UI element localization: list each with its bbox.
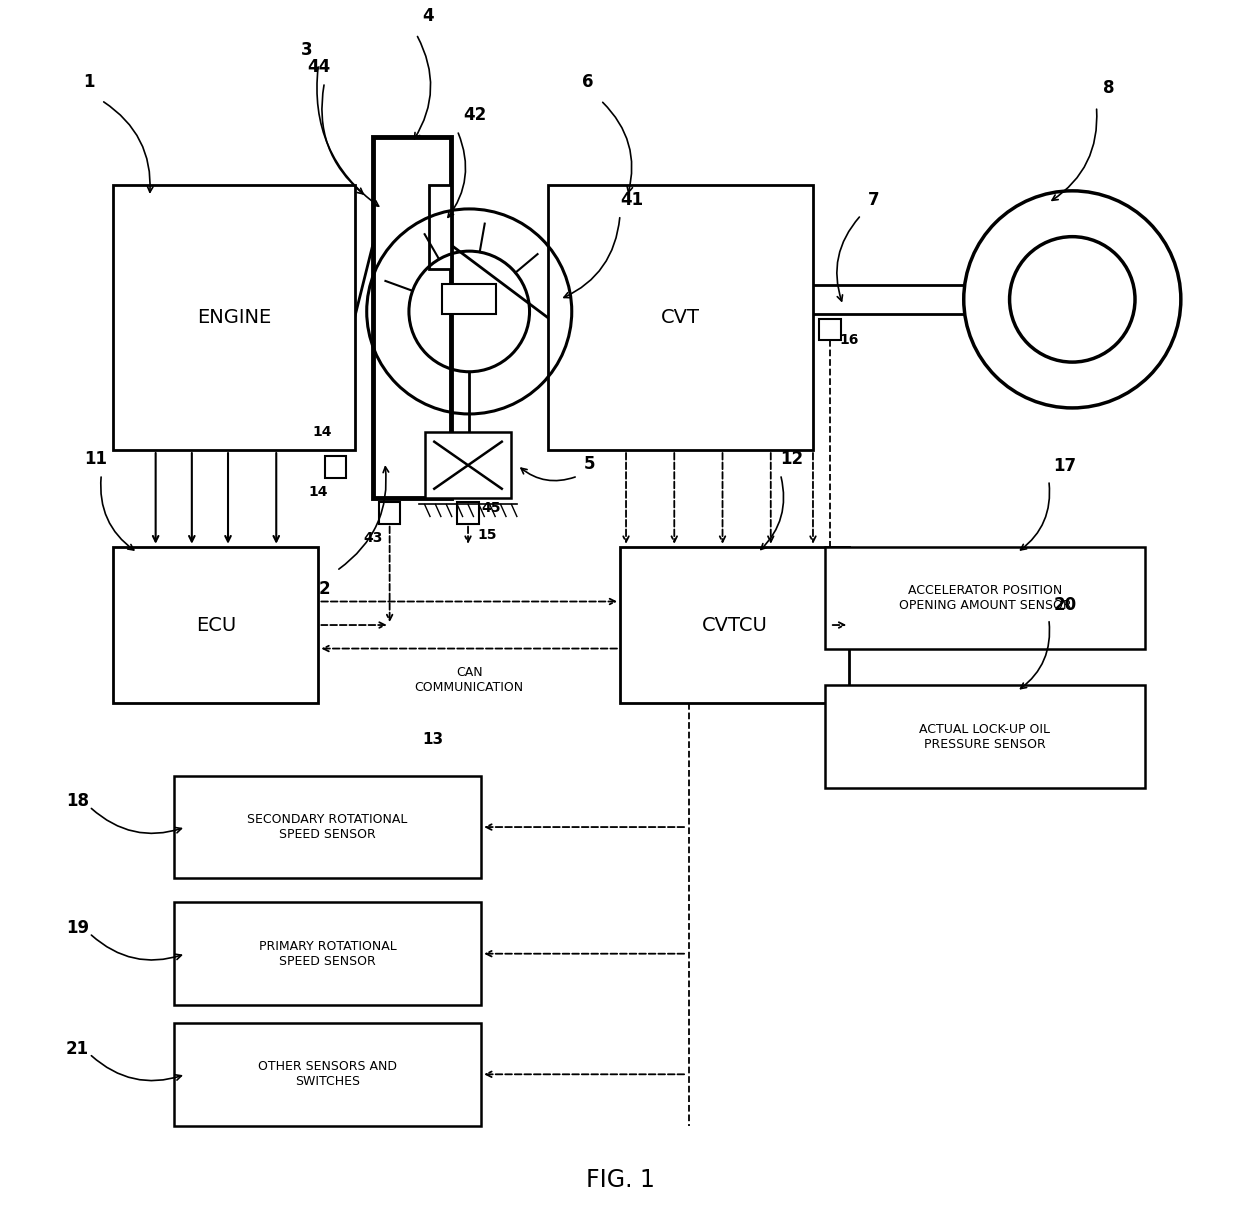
Text: 6: 6 xyxy=(582,74,593,91)
Text: PRIMARY ROTATIONAL
SPEED SENSOR: PRIMARY ROTATIONAL SPEED SENSOR xyxy=(259,940,397,967)
Text: ECU: ECU xyxy=(196,616,236,634)
Text: OTHER SENSORS AND
SWITCHES: OTHER SENSORS AND SWITCHES xyxy=(258,1061,397,1089)
Text: 8: 8 xyxy=(1102,80,1115,97)
Text: 45: 45 xyxy=(481,501,501,515)
Text: 19: 19 xyxy=(66,919,89,936)
Bar xyxy=(113,184,355,450)
Text: 42: 42 xyxy=(464,106,487,124)
Text: 41: 41 xyxy=(620,192,644,209)
Bar xyxy=(113,547,319,703)
Bar xyxy=(825,686,1145,788)
Text: CVT: CVT xyxy=(661,308,699,327)
Text: 14: 14 xyxy=(312,425,332,439)
Text: FIG. 1: FIG. 1 xyxy=(585,1168,655,1192)
Bar xyxy=(458,501,479,524)
Text: 7: 7 xyxy=(868,192,879,209)
Text: 43: 43 xyxy=(363,531,382,546)
Text: CVTCU: CVTCU xyxy=(702,616,768,634)
Text: 5: 5 xyxy=(584,455,595,473)
Bar xyxy=(378,501,401,524)
Text: 1: 1 xyxy=(83,74,95,91)
Text: 12: 12 xyxy=(780,450,804,467)
Bar xyxy=(825,547,1145,649)
Text: 13: 13 xyxy=(423,732,444,747)
Bar xyxy=(373,136,451,499)
Text: 17: 17 xyxy=(1053,457,1076,474)
Text: 3: 3 xyxy=(300,41,312,59)
Text: 18: 18 xyxy=(66,793,89,810)
Bar xyxy=(174,1023,481,1126)
Text: ACTUAL LOCK-UP OIL
PRESSURE SENSOR: ACTUAL LOCK-UP OIL PRESSURE SENSOR xyxy=(919,723,1050,751)
Text: 21: 21 xyxy=(66,1040,89,1058)
Bar xyxy=(325,456,346,478)
Text: 16: 16 xyxy=(839,333,859,348)
Bar xyxy=(548,184,813,450)
Text: 15: 15 xyxy=(477,527,497,542)
Bar xyxy=(818,318,841,340)
Text: 2: 2 xyxy=(319,580,330,597)
Bar xyxy=(174,902,481,1005)
Bar xyxy=(429,184,451,269)
Text: CAN
COMMUNICATION: CAN COMMUNICATION xyxy=(414,666,523,694)
Bar xyxy=(174,775,481,879)
Text: 44: 44 xyxy=(306,58,330,76)
Text: ENGINE: ENGINE xyxy=(197,308,272,327)
Text: 4: 4 xyxy=(423,7,434,25)
Bar xyxy=(443,284,496,315)
Text: ACCELERATOR POSITION
OPENING AMOUNT SENSOR: ACCELERATOR POSITION OPENING AMOUNT SENS… xyxy=(899,584,1071,612)
Text: 11: 11 xyxy=(84,450,107,467)
Bar xyxy=(424,433,511,499)
Text: SECONDARY ROTATIONAL
SPEED SENSOR: SECONDARY ROTATIONAL SPEED SENSOR xyxy=(247,814,408,841)
Text: 20: 20 xyxy=(1053,596,1076,613)
Bar xyxy=(620,547,849,703)
Text: 14: 14 xyxy=(309,485,329,499)
